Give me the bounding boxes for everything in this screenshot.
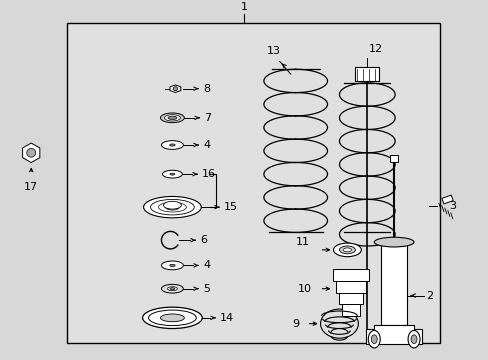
Text: 6: 6 (200, 235, 207, 245)
Ellipse shape (367, 330, 380, 348)
Text: 9: 9 (292, 319, 299, 329)
Ellipse shape (165, 204, 179, 210)
Bar (342, 304, 360, 316)
Text: 1: 1 (240, 2, 247, 12)
Ellipse shape (161, 284, 183, 293)
Bar (336, 281, 366, 293)
Ellipse shape (143, 197, 201, 218)
Ellipse shape (339, 246, 355, 254)
Ellipse shape (142, 307, 202, 329)
Polygon shape (22, 143, 40, 162)
Ellipse shape (167, 116, 177, 120)
Polygon shape (366, 325, 421, 344)
Ellipse shape (163, 201, 181, 209)
Bar (339, 293, 363, 304)
Text: 7: 7 (204, 113, 211, 123)
Bar (441, 195, 452, 204)
Ellipse shape (370, 335, 376, 343)
Ellipse shape (170, 288, 175, 290)
Circle shape (27, 148, 36, 157)
Ellipse shape (373, 237, 413, 247)
Circle shape (173, 87, 177, 91)
Ellipse shape (161, 141, 183, 149)
Ellipse shape (169, 264, 175, 266)
Ellipse shape (407, 330, 419, 348)
Ellipse shape (160, 314, 184, 322)
Text: 16: 16 (202, 169, 216, 179)
Text: 13: 13 (266, 46, 280, 56)
Text: 15: 15 (224, 202, 238, 212)
Ellipse shape (167, 287, 177, 291)
Text: 5: 5 (203, 284, 210, 294)
Ellipse shape (169, 144, 175, 146)
Bar (355, 67, 379, 81)
Bar (67, 23, 439, 343)
Ellipse shape (160, 113, 184, 123)
Ellipse shape (164, 115, 180, 121)
Text: 12: 12 (368, 44, 383, 54)
Ellipse shape (333, 243, 361, 257)
Polygon shape (170, 85, 181, 93)
Ellipse shape (169, 173, 175, 175)
Ellipse shape (410, 335, 416, 343)
Ellipse shape (161, 261, 183, 270)
Text: 3: 3 (448, 201, 455, 211)
Ellipse shape (343, 248, 351, 252)
Text: 14: 14 (220, 313, 234, 323)
Text: 4: 4 (203, 140, 210, 150)
Text: 2: 2 (425, 291, 432, 301)
Text: 4: 4 (203, 260, 210, 270)
Bar (381, 242, 406, 325)
Text: 11: 11 (295, 237, 309, 247)
Bar (333, 269, 368, 281)
Text: 17: 17 (24, 182, 38, 192)
Bar (389, 155, 397, 162)
Text: 8: 8 (203, 84, 210, 94)
Ellipse shape (162, 170, 182, 178)
Text: 10: 10 (297, 284, 311, 294)
